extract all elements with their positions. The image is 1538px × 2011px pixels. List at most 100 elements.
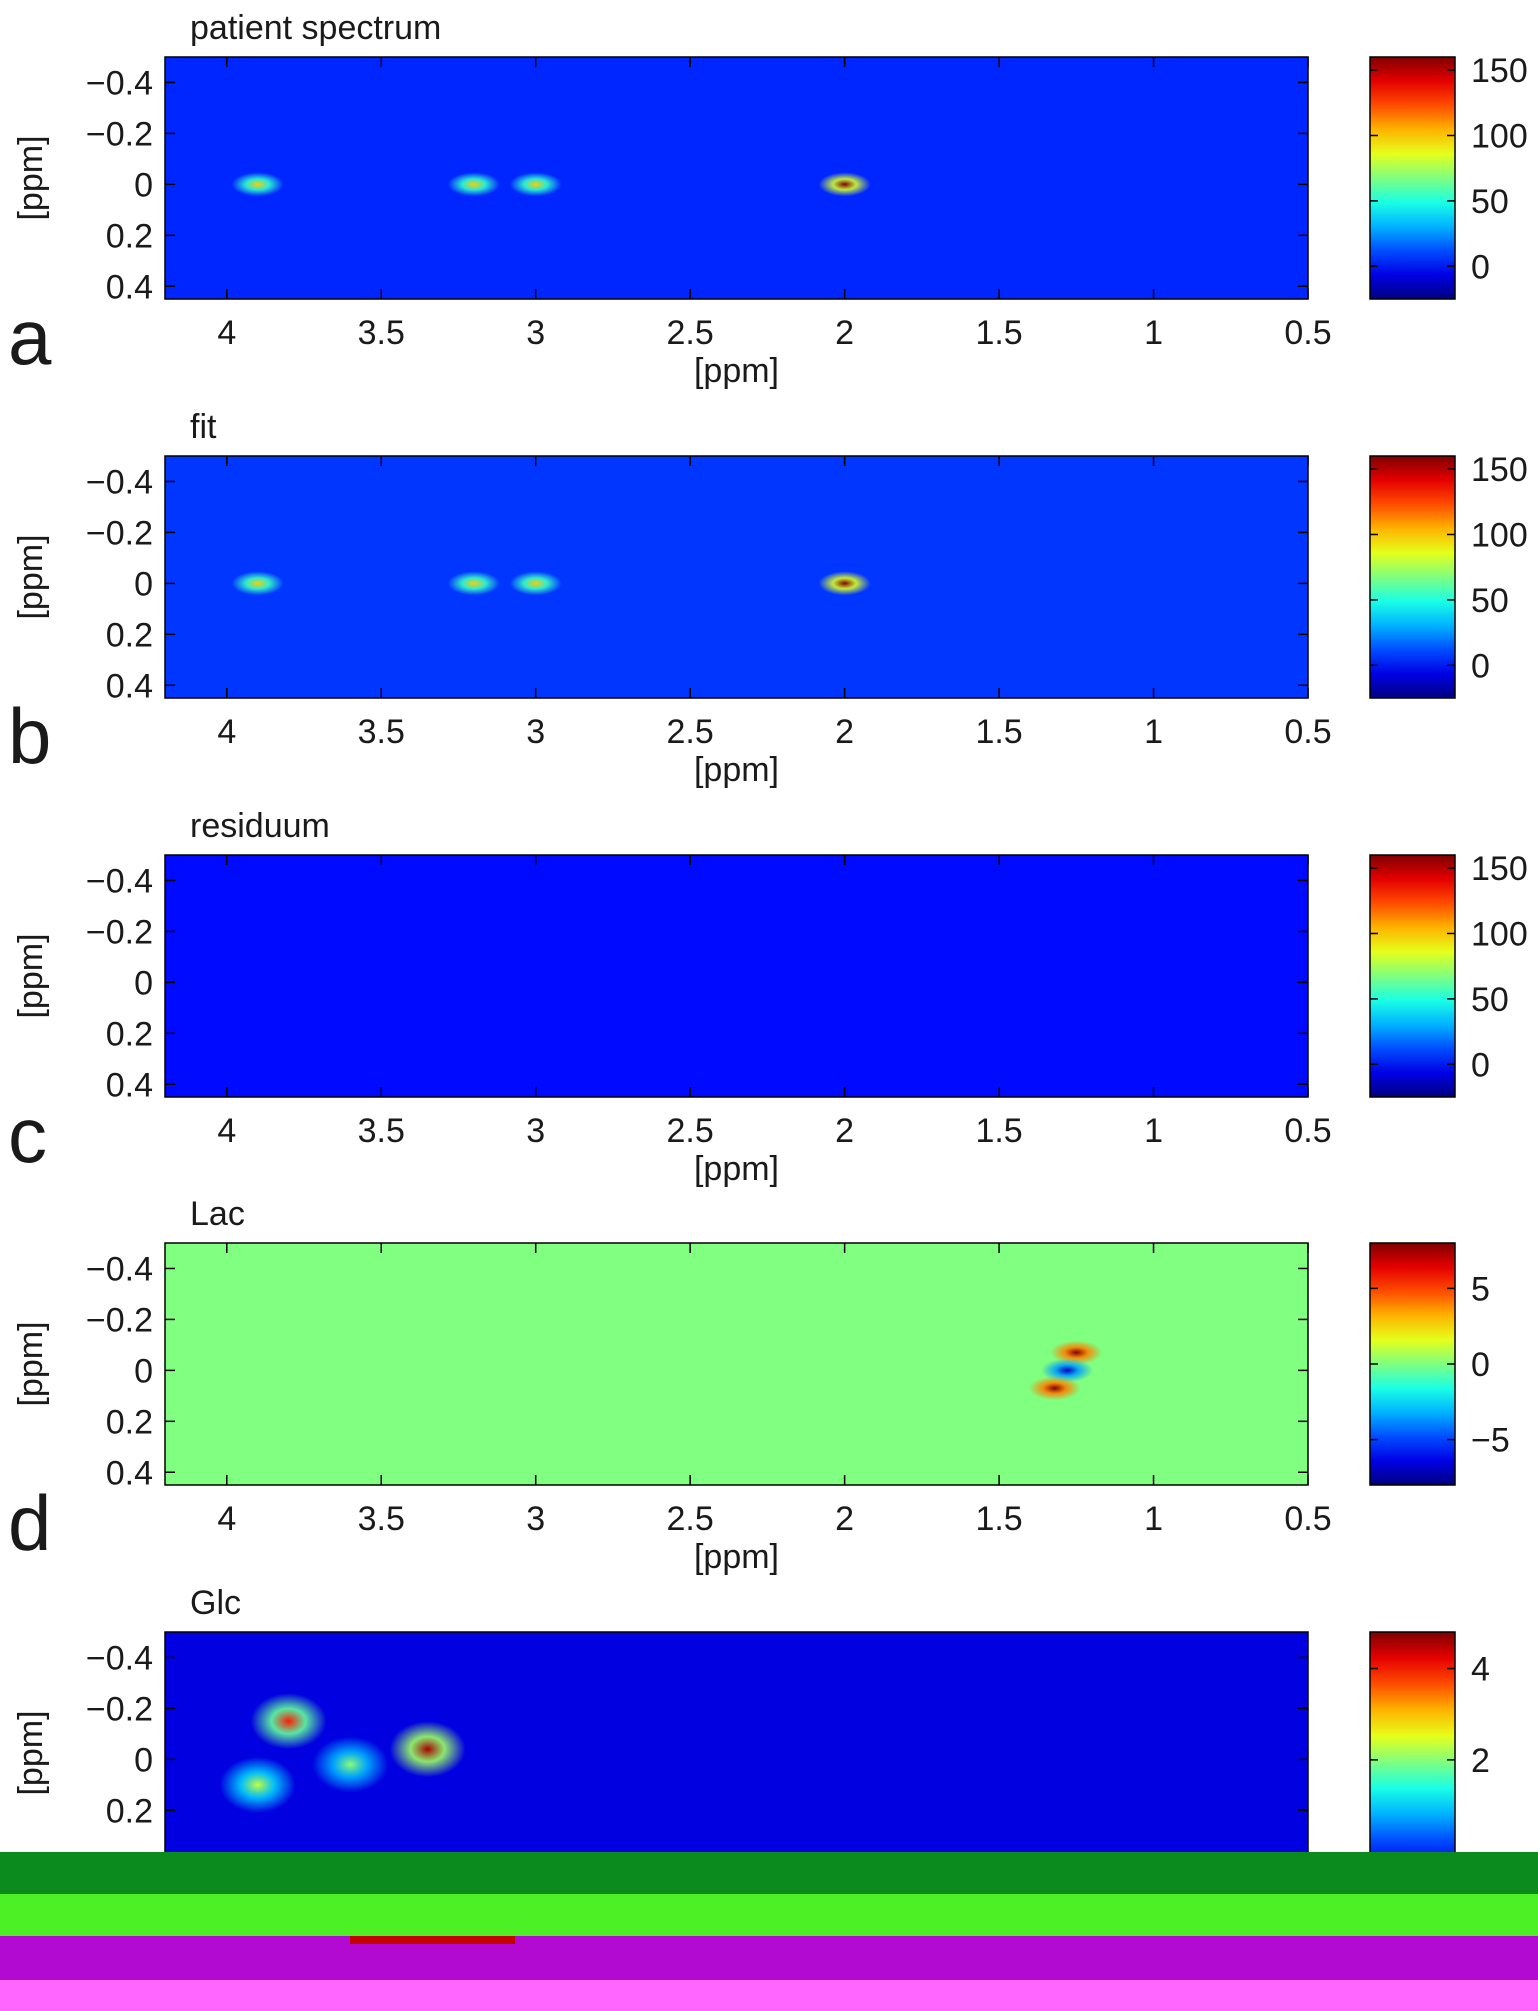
x-axis-label: [ppm] xyxy=(694,1538,779,1576)
data-peak xyxy=(389,1721,466,1778)
x-tick-label: 0.5 xyxy=(1284,1500,1331,1538)
x-tick-label: 3.5 xyxy=(358,713,405,751)
panel-b: fit −0.4 −0.2 0 0.2 0.4 [ppm] 4 3.5 3 2.5 2 1.5 1 0.5 [… xyxy=(8,408,1528,789)
panel-title: Glc xyxy=(190,1584,241,1622)
x-tick-label: 2.5 xyxy=(667,1500,714,1538)
y-tick-label: −0.2 xyxy=(86,913,153,951)
y-tick-label: 0.4 xyxy=(106,1066,153,1104)
y-tick-label: 0.4 xyxy=(106,667,153,705)
heatmap-background xyxy=(165,57,1308,299)
data-peak xyxy=(447,571,500,596)
colorbar xyxy=(1370,1632,1455,1892)
y-tick-label: −0.2 xyxy=(86,1301,153,1339)
colorbar-frame xyxy=(1369,56,1456,300)
glitch-band xyxy=(350,1936,515,1944)
data-peak xyxy=(818,571,871,596)
heatmap-image xyxy=(165,855,1308,1097)
colorbar-tick-label: 4 xyxy=(1471,1651,1490,1689)
glitch-band xyxy=(0,1936,1538,1980)
colorbar xyxy=(1370,855,1455,1097)
colorbar-tick-label: 100 xyxy=(1471,516,1528,554)
x-tick-label: 0.5 xyxy=(1284,1112,1331,1150)
x-tick-label: 2 xyxy=(835,713,854,751)
data-peak xyxy=(509,172,562,197)
y-tick-label: −0.2 xyxy=(86,115,153,153)
colorbar-frame xyxy=(1369,854,1456,1098)
colorbar-tick-label: 150 xyxy=(1471,451,1528,489)
x-tick-label: 2 xyxy=(835,1500,854,1538)
x-axis-label: [ppm] xyxy=(694,352,779,390)
panel-c: residuum −0.4 −0.2 0 0.2 0.4 [ppm] 4 3.5 3 2.5 2 1.5… xyxy=(8,807,1528,1188)
panel-title: Lac xyxy=(190,1195,245,1233)
x-tick-label: 0.5 xyxy=(1284,314,1331,352)
colorbar-tick-label: −5 xyxy=(1471,1422,1510,1460)
panel-title: patient spectrum xyxy=(190,9,441,47)
y-tick-label: 0 xyxy=(134,166,153,204)
heatmap-background xyxy=(165,456,1308,698)
y-tick-label: 0 xyxy=(134,565,153,603)
x-tick-label: 1 xyxy=(1144,1500,1163,1538)
heatmap-image xyxy=(165,1632,1308,1892)
colorbar-tick-label: 50 xyxy=(1471,981,1509,1019)
y-tick-label: 0.4 xyxy=(106,1454,153,1492)
colorbar xyxy=(1370,456,1455,698)
plot-frame xyxy=(164,56,1309,300)
heatmap-background xyxy=(165,1243,1308,1485)
y-axis-label: [ppm] xyxy=(12,534,50,619)
x-tick-label: 3.5 xyxy=(358,314,405,352)
y-axis-label: [ppm] xyxy=(12,1710,50,1795)
y-tick-label: −0.2 xyxy=(86,514,153,552)
panel-title: fit xyxy=(190,408,217,446)
x-tick-label: 4 xyxy=(217,314,236,352)
y-tick-label: −0.4 xyxy=(86,64,153,102)
colorbar xyxy=(1370,1243,1455,1485)
y-axis-label: [ppm] xyxy=(12,135,50,220)
y-tick-label: −0.4 xyxy=(86,862,153,900)
colorbar-tick-label: 0 xyxy=(1471,1346,1490,1384)
data-peak xyxy=(1028,1376,1081,1401)
panel-letter: b xyxy=(8,692,51,780)
x-tick-label: 1.5 xyxy=(975,713,1022,751)
panel-glc: Glc −0.4 −0.2 0 0.2 [ppm] 2 4 xyxy=(12,1584,1490,1893)
x-tick-label: 2.5 xyxy=(667,1112,714,1150)
y-tick-label: 0 xyxy=(134,964,153,1002)
x-tick-label: 1 xyxy=(1144,1112,1163,1150)
panel-letter: c xyxy=(8,1091,47,1179)
y-tick-label: 0.2 xyxy=(106,1403,153,1441)
x-axis-label: [ppm] xyxy=(694,1150,779,1188)
x-tick-label: 3.5 xyxy=(358,1500,405,1538)
glitch-band xyxy=(0,1980,1538,2011)
x-tick-label: 1.5 xyxy=(975,1112,1022,1150)
x-tick-label: 3 xyxy=(526,314,545,352)
colorbar-tick-label: 0 xyxy=(1471,1046,1490,1084)
colorbar-frame xyxy=(1369,455,1456,699)
colorbar-tick-label: 100 xyxy=(1471,117,1528,155)
colorbar-tick-label: 0 xyxy=(1471,647,1490,685)
y-tick-label: 0 xyxy=(134,1741,153,1779)
data-peak xyxy=(818,172,871,197)
colorbar-tick-label: 0 xyxy=(1471,248,1490,286)
data-peak xyxy=(219,1756,296,1813)
y-tick-label: 0 xyxy=(134,1352,153,1390)
panel-letter: d xyxy=(8,1479,51,1567)
colorbar-tick-label: 100 xyxy=(1471,915,1528,953)
glitch-band xyxy=(0,1852,1538,1894)
plot-frame xyxy=(164,455,1309,699)
x-tick-label: 2.5 xyxy=(667,713,714,751)
data-peak xyxy=(312,1736,389,1793)
data-peak xyxy=(250,1693,327,1750)
plot-frame xyxy=(164,1242,1309,1486)
y-tick-label: 0.2 xyxy=(106,1015,153,1053)
heatmap-background xyxy=(165,855,1308,1097)
panel-title: residuum xyxy=(190,807,330,845)
x-tick-label: 2.5 xyxy=(667,314,714,352)
x-tick-label: 4 xyxy=(217,1112,236,1150)
x-tick-label: 3 xyxy=(526,1500,545,1538)
panel-letter: a xyxy=(8,293,52,381)
colorbar xyxy=(1370,57,1455,299)
x-tick-label: 0.5 xyxy=(1284,713,1331,751)
x-tick-label: 1.5 xyxy=(975,314,1022,352)
y-tick-label: −0.4 xyxy=(86,1639,153,1677)
x-tick-label: 3 xyxy=(526,713,545,751)
